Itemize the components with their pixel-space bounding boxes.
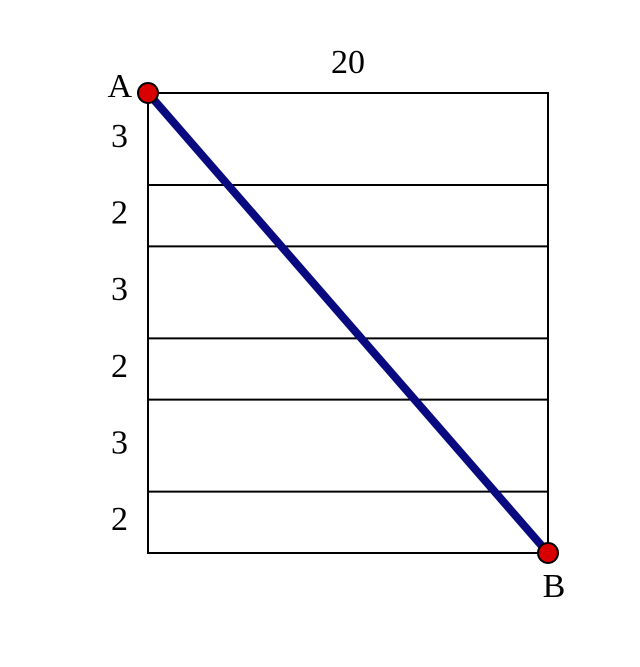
point-a [138,83,158,103]
row-label: 3 [111,424,128,461]
label-a: A [107,68,132,105]
point-b [538,543,558,563]
label-b: B [543,568,566,605]
row-label: 2 [111,501,128,538]
row-label: 3 [111,118,128,155]
row-label: 3 [111,271,128,308]
row-label: 2 [111,348,128,385]
row-label: 2 [111,194,128,231]
diagram-canvas: 3 2 3 2 3 2 20 A B [0,0,640,667]
diagonal-line [148,93,548,553]
top-label: 20 [331,44,365,81]
